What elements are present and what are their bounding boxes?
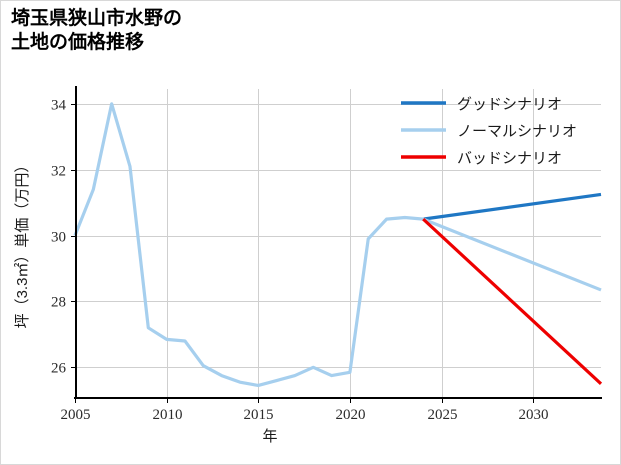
x-axis-title: 年 bbox=[262, 428, 277, 445]
y-tick-label: 28 bbox=[51, 295, 66, 311]
x-tick-label: 2010 bbox=[153, 407, 183, 423]
x-tick-label: 2030 bbox=[519, 407, 549, 423]
legend-label-グッドシナリオ: グッドシナリオ bbox=[457, 96, 562, 113]
y-axis-title: 坪（3.3㎡）単価（万円） bbox=[14, 158, 31, 329]
legend-label-バッドシナリオ: バッドシナリオ bbox=[457, 150, 562, 167]
y-tick-label: 26 bbox=[51, 361, 67, 377]
tick-labels-group: 26 28 30 32 34 2005 2010 2015 2020 2025 2030 bbox=[51, 98, 549, 424]
y-tick-label: 30 bbox=[51, 230, 66, 246]
chart-title: 埼玉県狭山市水野の 土地の価格推移 bbox=[11, 8, 183, 54]
series-line-ノーマルシナリオ bbox=[73, 102, 602, 388]
y-tick-label: 34 bbox=[51, 98, 67, 114]
x-tick-label: 2020 bbox=[336, 407, 366, 423]
x-tick-label: 2005 bbox=[61, 407, 91, 423]
axis-titles-group: 年 坪（3.3㎡）単価（万円） bbox=[14, 158, 278, 445]
axes-group bbox=[71, 86, 602, 403]
x-tick-label: 2025 bbox=[428, 407, 458, 423]
series-group bbox=[73, 102, 603, 388]
x-tick-label: 2015 bbox=[244, 407, 274, 423]
series-line-バッドシナリオ bbox=[422, 217, 603, 385]
legend-label-ノーマルシナリオ: ノーマルシナリオ bbox=[457, 123, 577, 140]
series-line-グッドシナリオ bbox=[422, 192, 602, 221]
y-tick-label: 32 bbox=[51, 164, 66, 180]
